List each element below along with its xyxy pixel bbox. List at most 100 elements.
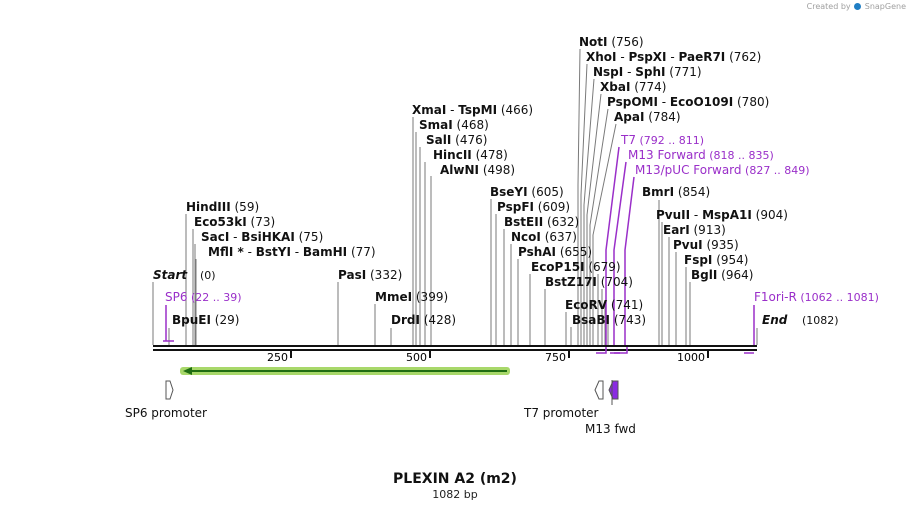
map-title: PLEXIN A2 (m2) xyxy=(393,471,517,487)
primer-marks xyxy=(163,146,755,354)
enzyme-name: SphI xyxy=(635,65,665,79)
enzyme-position: (73) xyxy=(247,215,275,229)
enzyme-label-pasi[interactable]: PasI (332) xyxy=(338,268,402,282)
enzyme-label-pvuii[interactable]: PvuII - MspA1I (904) xyxy=(656,208,788,222)
start-marker: Start (0) xyxy=(153,268,216,282)
enzyme-position: (913) xyxy=(690,223,726,237)
enzyme-label-xhoi[interactable]: XhoI - PspXI - PaeR7I (762) xyxy=(586,50,761,64)
enzyme-name: FspI xyxy=(684,253,712,267)
primer-label-m13puc[interactable]: M13/pUC Forward (827 .. 849) xyxy=(635,163,810,177)
enzyme-name: DrdI xyxy=(391,313,420,327)
enzyme-position: (904) xyxy=(752,208,788,222)
primer-label-m13fwd[interactable]: M13 Forward (818 .. 835) xyxy=(628,148,774,162)
orf-arrow xyxy=(180,367,510,375)
primer-labels: SP6 (22 .. 39) T7 (792 .. 811)M13 Forward… xyxy=(165,133,879,304)
watermark-text: Created by xyxy=(806,2,851,11)
enzyme-label-eco53ki[interactable]: Eco53kI (73) xyxy=(194,215,275,229)
enzyme-name: PvuI xyxy=(673,238,703,252)
primer-range: (1062 .. 1081) xyxy=(797,291,879,304)
enzyme-label-eari[interactable]: EarI (913) xyxy=(663,223,726,237)
enzyme-label-ecorv[interactable]: EcoRV (741) xyxy=(565,298,643,312)
enzyme-label-ecop15i[interactable]: EcoP15I (679) xyxy=(531,260,621,274)
enzyme-separator: - xyxy=(658,95,670,109)
enzyme-name: SacI xyxy=(201,230,229,244)
enzyme-position: (741) xyxy=(607,298,643,312)
enzyme-label-xmai[interactable]: XmaI - TspMI (466) xyxy=(412,103,533,117)
t7-promoter-feature: T7 promoter xyxy=(523,380,604,420)
enzyme-name: MmeI xyxy=(375,290,412,304)
enzyme-position: (609) xyxy=(534,200,570,214)
enzyme-position: (478) xyxy=(472,148,508,162)
enzyme-name: XmaI xyxy=(412,103,446,117)
enzyme-name: BsaBI xyxy=(572,313,610,327)
enzyme-name: BpuEI xyxy=(172,313,211,327)
enzyme-position: (780) xyxy=(733,95,769,109)
enzyme-separator: - xyxy=(623,65,635,79)
enzyme-label-apai[interactable]: ApaI (784) xyxy=(614,110,681,124)
primer-label-f1ori[interactable]: F1ori-R (1062 .. 1081) xyxy=(754,290,879,304)
enzyme-label-nspi[interactable]: NspI - SphI (771) xyxy=(593,65,702,79)
primer-range: (818 .. 835) xyxy=(706,149,774,162)
enzyme-name: NcoI xyxy=(511,230,541,244)
enzyme-label-mmei[interactable]: MmeI (399) xyxy=(375,290,448,304)
enzyme-position: (679) xyxy=(585,260,621,274)
enzyme-label-fspi[interactable]: FspI (954) xyxy=(684,253,749,267)
enzyme-name: PspFI xyxy=(497,200,534,214)
enzyme-name: BstYI xyxy=(256,245,291,259)
enzyme-label-noti[interactable]: NotI (756) xyxy=(579,35,644,49)
enzyme-name: HincII xyxy=(433,148,472,162)
enzyme-name: PspOMI xyxy=(607,95,658,109)
tick-label-1000: 1000 xyxy=(677,351,705,364)
enzyme-position: (655) xyxy=(556,245,592,259)
enzyme-label-bseyi[interactable]: BseYI (605) xyxy=(490,185,564,199)
enzyme-label-mfli[interactable]: MflI * - BstYI - BamHI (77) xyxy=(208,245,376,259)
enzyme-label-bpuei[interactable]: BpuEI (29) xyxy=(172,313,239,327)
enzyme-name: EcoP15I xyxy=(531,260,585,274)
enzyme-name: ApaI xyxy=(614,110,644,124)
enzyme-name: NspI xyxy=(593,65,623,79)
enzyme-label-saci[interactable]: SacI - BsiHKAI (75) xyxy=(201,230,323,244)
enzyme-position: (399) xyxy=(412,290,448,304)
sp6-promoter-label: SP6 promoter xyxy=(125,406,207,420)
map-length: 1082 bp xyxy=(432,488,478,501)
primer-label-sp6[interactable]: SP6 (22 .. 39) xyxy=(165,290,242,304)
sp6-promoter-feature: SP6 promoter xyxy=(125,380,207,420)
enzyme-label-alwni[interactable]: AlwNI (498) xyxy=(440,163,515,177)
enzyme-label-pvui[interactable]: PvuI (935) xyxy=(673,238,739,252)
primer-label-t7[interactable]: T7 (792 .. 811) xyxy=(620,133,704,147)
enzyme-name: BsiHKAI xyxy=(241,230,295,244)
enzyme-label-hincii[interactable]: HincII (478) xyxy=(433,148,508,162)
enzyme-name: BglI xyxy=(691,268,717,282)
enzyme-label-ncoi[interactable]: NcoI (637) xyxy=(511,230,577,244)
enzyme-name: HindIII xyxy=(186,200,231,214)
primer-m13puc-leader xyxy=(624,176,635,345)
enzyme-label-bsabi[interactable]: BsaBI (743) xyxy=(572,313,646,327)
m13-fwd-feature: M13 fwd xyxy=(585,380,636,436)
enzyme-label-bgli[interactable]: BglI (964) xyxy=(691,268,753,282)
enzyme-position: (428) xyxy=(420,313,456,327)
enzyme-label-pspfi[interactable]: PspFI (609) xyxy=(497,200,570,214)
enzyme-position: (77) xyxy=(347,245,375,259)
enzyme-label-bsteii[interactable]: BstEII (632) xyxy=(504,215,579,229)
enzyme-label-xbai[interactable]: XbaI (774) xyxy=(600,80,667,94)
m13-fwd-label: M13 fwd xyxy=(585,422,636,436)
enzyme-label-drdi[interactable]: DrdI (428) xyxy=(391,313,456,327)
enzyme-position: (774) xyxy=(630,80,666,94)
enzyme-position: (771) xyxy=(665,65,701,79)
enzyme-position: (784) xyxy=(644,110,680,124)
enzyme-label-pspomi[interactable]: PspOMI - EcoO109I (780) xyxy=(607,95,769,109)
primer-range: (827 .. 849) xyxy=(742,164,810,177)
enzyme-label-smai[interactable]: SmaI (468) xyxy=(419,118,489,132)
enzyme-label-sali[interactable]: SalI (476) xyxy=(426,133,487,147)
enzyme-separator: - xyxy=(617,50,629,64)
enzyme-label-hindiii[interactable]: HindIII (59) xyxy=(186,200,259,214)
enzyme-position: (704) xyxy=(597,275,633,289)
enzyme-label-pshai[interactable]: PshAI (655) xyxy=(518,245,592,259)
enzyme-label-bstz17i[interactable]: BstZ17I (704) xyxy=(545,275,633,289)
enzyme-position: (332) xyxy=(366,268,402,282)
enzyme-position: (756) xyxy=(608,35,644,49)
enzyme-label-bmri[interactable]: BmrI (854) xyxy=(642,185,710,199)
enzyme-name: BmrI xyxy=(642,185,674,199)
